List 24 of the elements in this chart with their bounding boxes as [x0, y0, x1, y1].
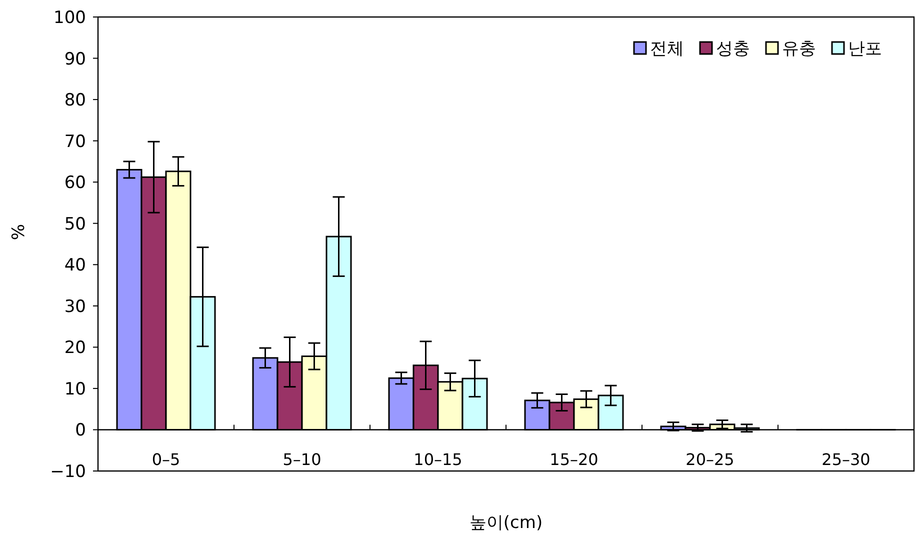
legend-label: 난포 — [848, 39, 882, 59]
y-tick-label: 100 — [54, 8, 86, 28]
y-tick-label: 10 — [64, 379, 86, 400]
legend-label: 유충 — [782, 39, 816, 59]
y-tick-label: −10 — [50, 462, 86, 482]
y-tick-label: 0 — [75, 420, 86, 441]
y-tick-label: 20 — [64, 338, 86, 358]
x-tick-label: 20–25 — [686, 450, 734, 469]
y-tick-label: 30 — [64, 296, 86, 317]
y-tick-label: 70 — [64, 132, 86, 152]
y-tick-label: 40 — [64, 256, 86, 276]
y-tick-label: 80 — [64, 90, 86, 111]
y-tick-label: 90 — [64, 49, 86, 70]
legend-label: 전체 — [650, 39, 684, 59]
x-tick-label: 5–10 — [282, 450, 322, 469]
y-axis-title: % — [9, 224, 29, 240]
x-tick-label: 0–5 — [152, 450, 180, 469]
y-tick-label: 60 — [64, 173, 86, 194]
y-tick-label: 50 — [64, 214, 86, 234]
x-tick-label: 25–30 — [822, 450, 870, 469]
x-tick-label: 10–15 — [414, 450, 462, 469]
x-tick-label: 15–20 — [550, 450, 598, 469]
x-axis-title: 높이(cm) — [469, 513, 543, 533]
legend-label: 성충 — [716, 39, 750, 59]
